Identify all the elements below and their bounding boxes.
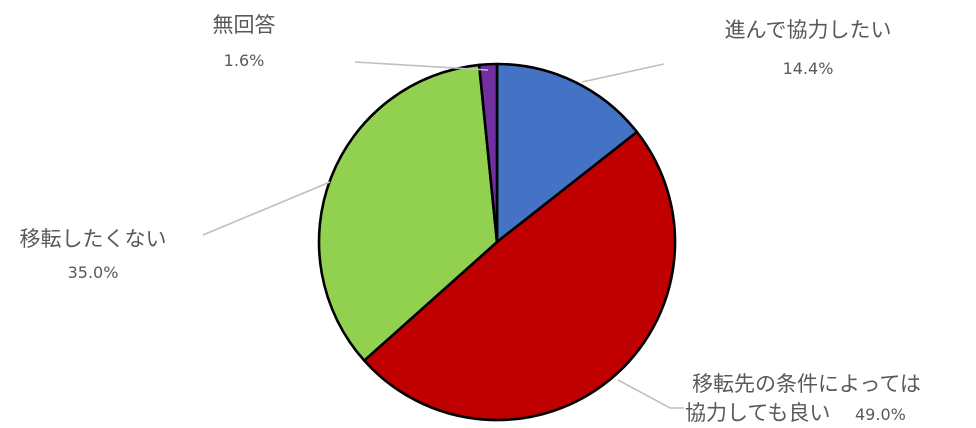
data-labels: 進んで協力したい 14.4% 移転先の条件によっては 協力しても良い 49.0%… [20, 13, 921, 425]
pie-slice-mukaitou [477, 62, 499, 244]
leader-lines [202, 61, 684, 409]
leader-line-mukaitou [354, 61, 489, 71]
slice-label-mukaitou: 無回答 [213, 13, 276, 37]
pie-slice-iten-jouken [362, 130, 677, 422]
pie-slices [317, 62, 677, 422]
slice-label-iten-jouken: 移転先の条件によっては [692, 372, 921, 396]
pie-slice-susunde [495, 62, 639, 244]
slice-value-susunde: 14.4% [783, 59, 834, 78]
slice-label-iten-jouken-line2: 協力しても良い [685, 401, 830, 425]
leader-line-susunde [581, 63, 665, 83]
leader-line-iten-jouken [617, 379, 684, 409]
slice-label-iten-shitakunai: 移転したくない [20, 227, 167, 251]
leader-line-iten-shitakunai [202, 181, 331, 236]
slice-value-mukaitou: 1.6% [224, 51, 265, 70]
slice-value-iten-jouken: 49.0% [855, 405, 906, 424]
slice-label-susunde: 進んで協力したい [725, 18, 892, 42]
pie-slice-iten-shitakunai [317, 63, 499, 362]
slice-value-iten-shitakunai: 35.0% [68, 263, 119, 282]
